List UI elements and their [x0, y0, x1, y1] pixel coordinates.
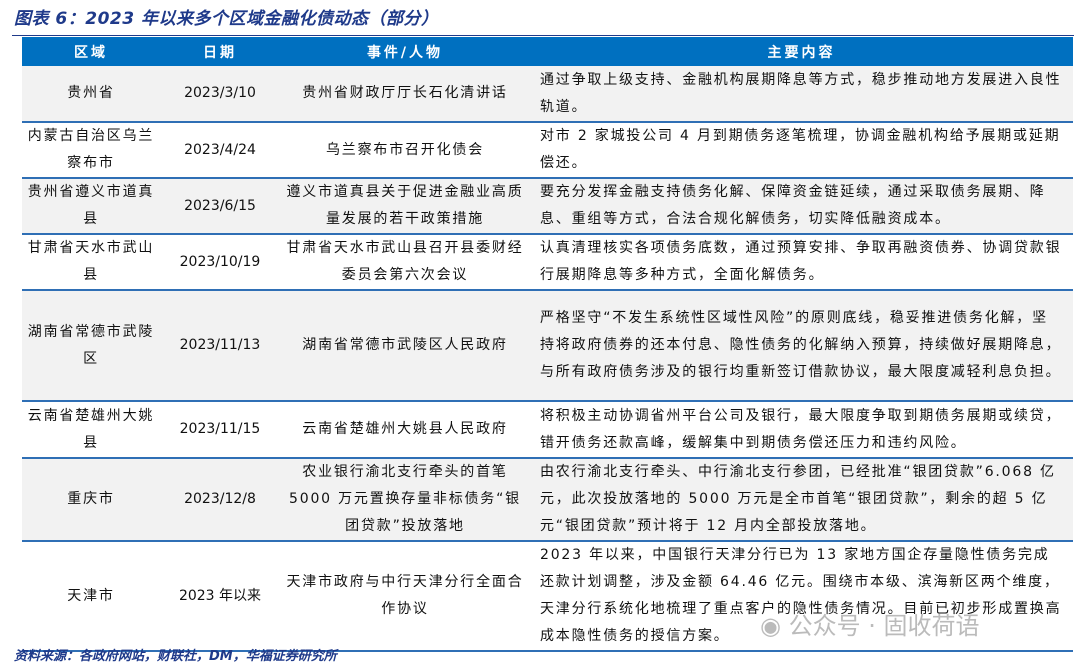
cell-region: 贵州省 — [22, 66, 160, 123]
watermark: ◉ 公众号 · 固收荷语 — [760, 612, 980, 640]
table-row: 天津市 2023 年以来 天津市政府与中行天津分行全面合作协议 2023 年以来，中国… — [22, 541, 1073, 652]
cell-event: 乌兰察布市召开化债会 — [280, 122, 530, 179]
cell-region: 天津市 — [22, 541, 160, 652]
source-note: 资料来源：各政府网站，财联社，DM，华福证券研究所 — [14, 649, 337, 664]
cell-event: 湖南省常德市武陵区人民政府 — [280, 290, 530, 402]
table-header: 区域 日期 事件/人物 主要内容 — [22, 37, 1073, 66]
cell-event: 贵州省财政厅厅长石化清讲话 — [280, 66, 530, 123]
cell-date: 2023/12/8 — [160, 458, 280, 542]
header-content: 主要内容 — [530, 37, 1073, 66]
cell-date: 2023/4/24 — [160, 122, 280, 179]
cell-date: 2023/10/19 — [160, 234, 280, 291]
table-row: 甘肃省天水市武山县 2023/10/19 甘肃省天水市武山县召开县委财经委员会第六次… — [22, 234, 1073, 291]
cell-date: 2023/6/15 — [160, 178, 280, 235]
cell-content: 要充分发挥金融支持债务化解、保障资金链延续，通过采取债务展期、降息、重组等方式，… — [530, 178, 1073, 235]
cell-region: 云南省楚雄州大姚县 — [22, 401, 160, 459]
divider — [12, 35, 1074, 36]
cell-content: 2023 年以来，中国银行天津分行已为 13 家地方国企存量隐性债务完成还款计划… — [530, 541, 1073, 652]
cell-content: 严格坚守“不发生系统性区域性风险”的原则底线，稳妥推进债务化解，坚持将政府债券的… — [530, 290, 1073, 402]
cell-event: 遵义市道真县关于促进金融业高质量发展的若干政策措施 — [280, 178, 530, 235]
table-row: 湖南省常德市武陵区 2023/11/13 湖南省常德市武陵区人民政府 严格坚守“不发生… — [22, 290, 1073, 402]
header-event: 事件/人物 — [280, 37, 530, 66]
header-date: 日期 — [160, 37, 280, 66]
cell-content: 由农行渝北支行牵头、中行渝北支行参团，已经批准“银团贷款”6.068 亿元，此次… — [530, 458, 1073, 542]
cell-date: 2023/3/10 — [160, 66, 280, 123]
cell-region: 内蒙古自治区乌兰察布市 — [22, 122, 160, 179]
cell-date: 2023/11/15 — [160, 401, 280, 459]
table-row: 内蒙古自治区乌兰察布市 2023/4/24 乌兰察布市召开化债会 对市 2 家城投公司… — [22, 122, 1073, 179]
cell-region: 贵州省遵义市道真县 — [22, 178, 160, 235]
cell-event: 天津市政府与中行天津分行全面合作协议 — [280, 541, 530, 652]
cell-event: 农业银行渝北支行牵头的首笔5000 万元置换存量非标债务“银团贷款”投放落地 — [280, 458, 530, 542]
cell-region: 重庆市 — [22, 458, 160, 542]
data-table: 区域 日期 事件/人物 主要内容 贵州省 2023/3/10 贵州省财政厅厅长石化清… — [22, 37, 1073, 652]
cell-date: 2023 年以来 — [160, 541, 280, 652]
table-row: 贵州省遵义市道真县 2023/6/15 遵义市道真县关于促进金融业高质量发展的若干政… — [22, 178, 1073, 235]
cell-content: 认真清理核实各项债务底数，通过预算安排、争取再融资债券、协调贷款银行展期降息等多… — [530, 234, 1073, 291]
page-title: 图表 6：2023 年以来多个区域金融化债动态（部分） — [14, 9, 439, 29]
table-row: 贵州省 2023/3/10 贵州省财政厅厅长石化清讲话 通过争取上级支持、金融机构展期… — [22, 66, 1073, 123]
watermark-text: 公众号 · 固收荷语 — [788, 612, 980, 640]
cell-region: 甘肃省天水市武山县 — [22, 234, 160, 291]
cell-region: 湖南省常德市武陵区 — [22, 290, 160, 402]
table-row: 云南省楚雄州大姚县 2023/11/15 云南省楚雄州大姚县人民政府 将积极主动协调省… — [22, 401, 1073, 459]
cell-event: 云南省楚雄州大姚县人民政府 — [280, 401, 530, 459]
table-row: 重庆市 2023/12/8 农业银行渝北支行牵头的首笔5000 万元置换存量非标债务… — [22, 458, 1073, 542]
cell-content: 通过争取上级支持、金融机构展期降息等方式，稳步推动地方发展进入良性轨道。 — [530, 66, 1073, 123]
cell-content: 将积极主动协调省州平台公司及银行，最大限度争取到期债务展期或续贷，错开债务还款高… — [530, 401, 1073, 459]
header-region: 区域 — [22, 37, 160, 66]
cell-content: 对市 2 家城投公司 4 月到期债务逐笔梳理，协调金融机构给予展期或延期偿还。 — [530, 122, 1073, 179]
cell-date: 2023/11/13 — [160, 290, 280, 402]
cell-event: 甘肃省天水市武山县召开县委财经委员会第六次会议 — [280, 234, 530, 291]
